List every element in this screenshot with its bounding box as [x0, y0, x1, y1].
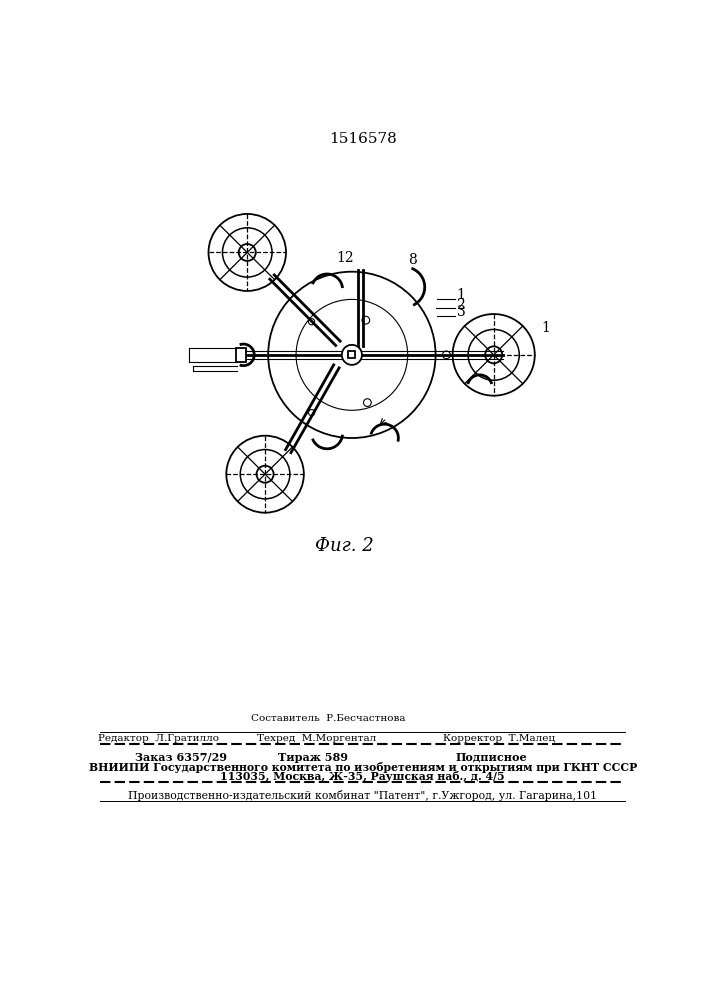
Text: 3: 3: [457, 305, 465, 319]
Bar: [235, 348, 246, 362]
Circle shape: [341, 345, 362, 365]
Circle shape: [268, 272, 436, 438]
Text: Корректор  Т.Малец: Корректор Т.Малец: [443, 734, 555, 743]
Text: 113035, Москва, Ж-35, Раушская наб., д. 4/5: 113035, Москва, Ж-35, Раушская наб., д. …: [221, 771, 505, 782]
Text: Подписное: Подписное: [455, 752, 527, 763]
Text: ВНИИПИ Государственного комитета по изобретениям и открытиям при ГКНТ СССР: ВНИИПИ Государственного комитета по изоб…: [88, 762, 637, 773]
Bar: [349, 351, 356, 358]
Text: Редактор  Л.Гратилло: Редактор Л.Гратилло: [98, 734, 218, 743]
Text: Фиг. 2: Фиг. 2: [315, 537, 373, 555]
Text: 1: 1: [542, 321, 551, 335]
Text: Составитель  Р.Бесчастнова: Составитель Р.Бесчастнова: [252, 714, 406, 723]
Text: 1516578: 1516578: [329, 132, 397, 146]
Text: Техред  М.Моргентал: Техред М.Моргентал: [257, 734, 377, 743]
Text: 12: 12: [337, 251, 354, 265]
Text: Производственно-издательский комбинат "Патент", г.Ужгород, ул. Гагарина,101: Производственно-издательский комбинат "П…: [128, 790, 597, 801]
Text: Тираж 589: Тираж 589: [278, 752, 348, 763]
Text: Заказ 6357/29: Заказ 6357/29: [135, 752, 227, 763]
Text: 8: 8: [408, 253, 416, 267]
Text: 1: 1: [457, 288, 465, 302]
Text: 2: 2: [457, 298, 465, 312]
